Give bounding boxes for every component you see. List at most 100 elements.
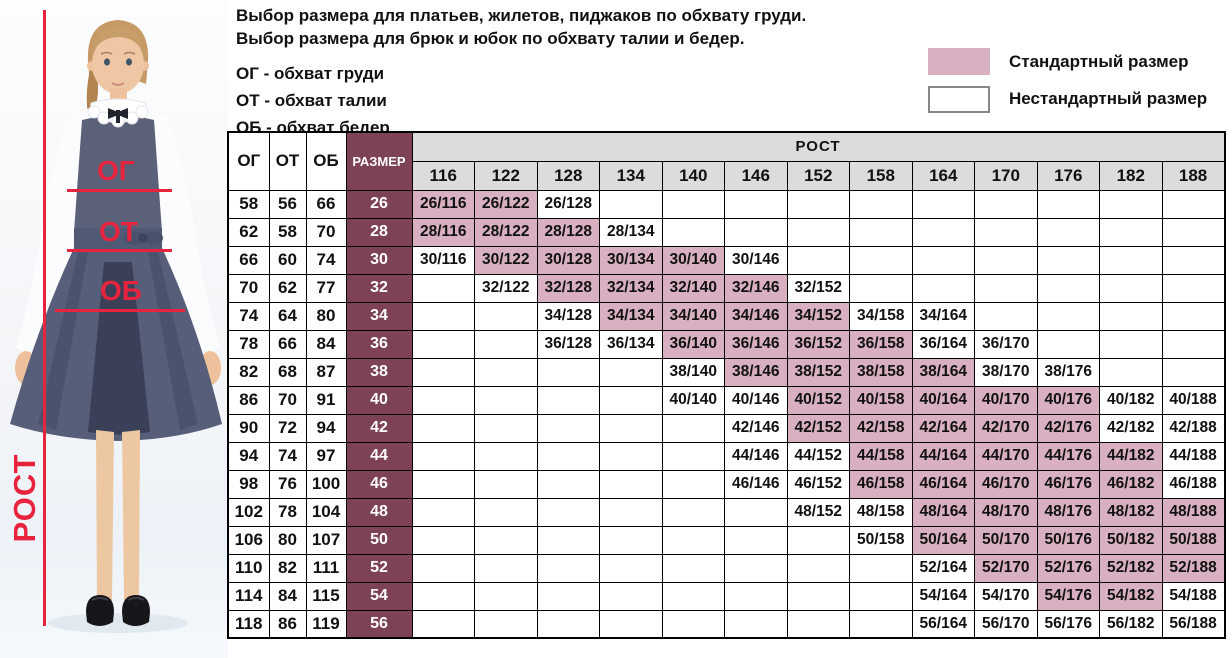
table-row-size-50: 106 80 107 50 50/158 50/164 50/170 50/176 50/182… (227, 525, 1226, 555)
grid-cell-38-116 (411, 357, 475, 387)
grid-cell-44-176: 44/176 (1036, 441, 1100, 471)
grid-cell-36-134: 36/134 (599, 329, 663, 359)
height-header-140: 140 (661, 160, 725, 191)
size-cell: 36 (345, 329, 413, 359)
grid-cell-56-170: 56/170 (974, 609, 1038, 639)
height-header-164: 164 (911, 160, 975, 191)
grid-cell-38-140: 38/140 (661, 357, 725, 387)
grid-cell-44-116 (411, 441, 475, 471)
grid-cell-34-158: 34/158 (849, 301, 913, 331)
grid-cell-52-158 (849, 553, 913, 583)
size-table: ОГ ОТ ОБ РАЗМЕР РОСТ 116 122 128 134 140 146 152 158… (227, 131, 1226, 639)
grid-cell-44-170: 44/170 (974, 441, 1038, 471)
height-header-152: 152 (786, 160, 850, 191)
grid-cell-30-176 (1036, 245, 1100, 275)
grid-cell-46-164: 46/164 (911, 469, 975, 499)
grid-cell-56-140 (661, 609, 725, 639)
size-cell: 34 (345, 301, 413, 331)
grid-cell-36-122 (474, 329, 538, 359)
grid-cell-54-176: 54/176 (1036, 581, 1100, 611)
table-row-size-56: 118 86 119 56 56/164 56/170 56/176 56/182 56/188 (227, 609, 1226, 639)
grid-cell-44-128 (536, 441, 600, 471)
grid-cell-54-164: 54/164 (911, 581, 975, 611)
grid-cell-54-182: 54/182 (1099, 581, 1163, 611)
grid-cell-32-116 (411, 273, 475, 303)
legs (96, 430, 140, 600)
page-title: Выбор размера для платьев, жилетов, пидж… (236, 4, 806, 50)
grid-cell-48-122 (474, 497, 538, 527)
og-cell: 110 (227, 553, 270, 583)
ot-cell: 76 (268, 469, 307, 499)
grid-cell-54-188: 54/188 (1161, 581, 1226, 611)
measure-header-og: ОГ (227, 131, 270, 191)
size-column-header: РАЗМЕР (345, 131, 413, 191)
grid-cell-48-188: 48/188 (1161, 497, 1226, 527)
grid-cell-32-176 (1036, 273, 1100, 303)
grid-cell-50-170: 50/170 (974, 525, 1038, 555)
abbr-waist: ОТ - обхват талии (236, 91, 387, 110)
grid-cell-38-122 (474, 357, 538, 387)
og-cell: 66 (227, 245, 270, 275)
grid-cell-48-152: 48/152 (786, 497, 850, 527)
grid-cell-54-122 (474, 581, 538, 611)
grid-cell-34-170 (974, 301, 1038, 331)
og-cell: 98 (227, 469, 270, 499)
grid-cell-26-146 (724, 189, 788, 219)
grid-cell-44-134 (599, 441, 663, 471)
header-row-heights: 116 122 128 134 140 146 152 158 164 170 176 182 188 (228, 160, 1226, 191)
og-cell: 86 (227, 385, 270, 415)
ob-cell: 91 (305, 385, 347, 415)
grid-cell-46-152: 46/152 (786, 469, 850, 499)
grid-cell-38-128 (536, 357, 600, 387)
grid-cell-30-170 (974, 245, 1038, 275)
grid-cell-50-140 (661, 525, 725, 555)
hips-measure-label: ОБ (100, 275, 142, 306)
size-cell: 52 (345, 553, 413, 583)
grid-cell-28-140 (661, 217, 725, 247)
og-cell: 94 (227, 441, 270, 471)
grid-cell-48-164: 48/164 (911, 497, 975, 527)
ot-cell: 86 (268, 609, 307, 639)
grid-cell-40-140: 40/140 (661, 385, 725, 415)
table-row-size-40: 86 70 91 40 40/140 40/146 40/152 40/158 40/164 40… (227, 385, 1226, 415)
grid-cell-54-128 (536, 581, 600, 611)
grid-cell-32-170 (974, 273, 1038, 303)
standard-size-swatch (928, 48, 990, 75)
grid-cell-50-188: 50/188 (1161, 525, 1226, 555)
grid-cell-34-128: 34/128 (536, 301, 600, 331)
grid-cell-52-116 (411, 553, 475, 583)
grid-cell-50-176: 50/176 (1036, 525, 1100, 555)
grid-cell-52-152 (786, 553, 850, 583)
grid-cell-36-152: 36/152 (786, 329, 850, 359)
grid-cell-46-170: 46/170 (974, 469, 1038, 499)
height-header-176: 176 (1036, 160, 1100, 191)
og-cell: 90 (227, 413, 270, 443)
grid-cell-36-170: 36/170 (974, 329, 1038, 359)
table-row-size-38: 82 68 87 38 38/140 38/146 38/152 38/158 38/164 38… (227, 357, 1226, 387)
grid-cell-48-140 (661, 497, 725, 527)
grid-cell-56-182: 56/182 (1099, 609, 1163, 639)
size-cell: 44 (345, 441, 413, 471)
grid-cell-40-128 (536, 385, 600, 415)
grid-cell-40-152: 40/152 (786, 385, 850, 415)
height-header-116: 116 (411, 160, 475, 191)
grid-cell-38-152: 38/152 (786, 357, 850, 387)
height-header-182: 182 (1099, 160, 1163, 191)
measure-header-ot: ОТ (268, 131, 307, 191)
grid-cell-26-164 (911, 189, 975, 219)
grid-cell-40-122 (474, 385, 538, 415)
table-row-size-26: 58 56 66 26 26/116 26/122 26/128 (227, 189, 1226, 219)
og-cell: 114 (227, 581, 270, 611)
ob-cell: 87 (305, 357, 347, 387)
grid-cell-34-164: 34/164 (911, 301, 975, 331)
grid-cell-52-182: 52/182 (1099, 553, 1163, 583)
grid-cell-26-182 (1099, 189, 1163, 219)
grid-cell-34-140: 34/140 (661, 301, 725, 331)
height-header-128: 128 (536, 160, 600, 191)
grid-cell-36-140: 36/140 (661, 329, 725, 359)
grid-cell-38-170: 38/170 (974, 357, 1038, 387)
ot-cell: 84 (268, 581, 307, 611)
grid-cell-56-134 (599, 609, 663, 639)
floor-shadow (48, 613, 188, 633)
grid-cell-40-176: 40/176 (1036, 385, 1100, 415)
